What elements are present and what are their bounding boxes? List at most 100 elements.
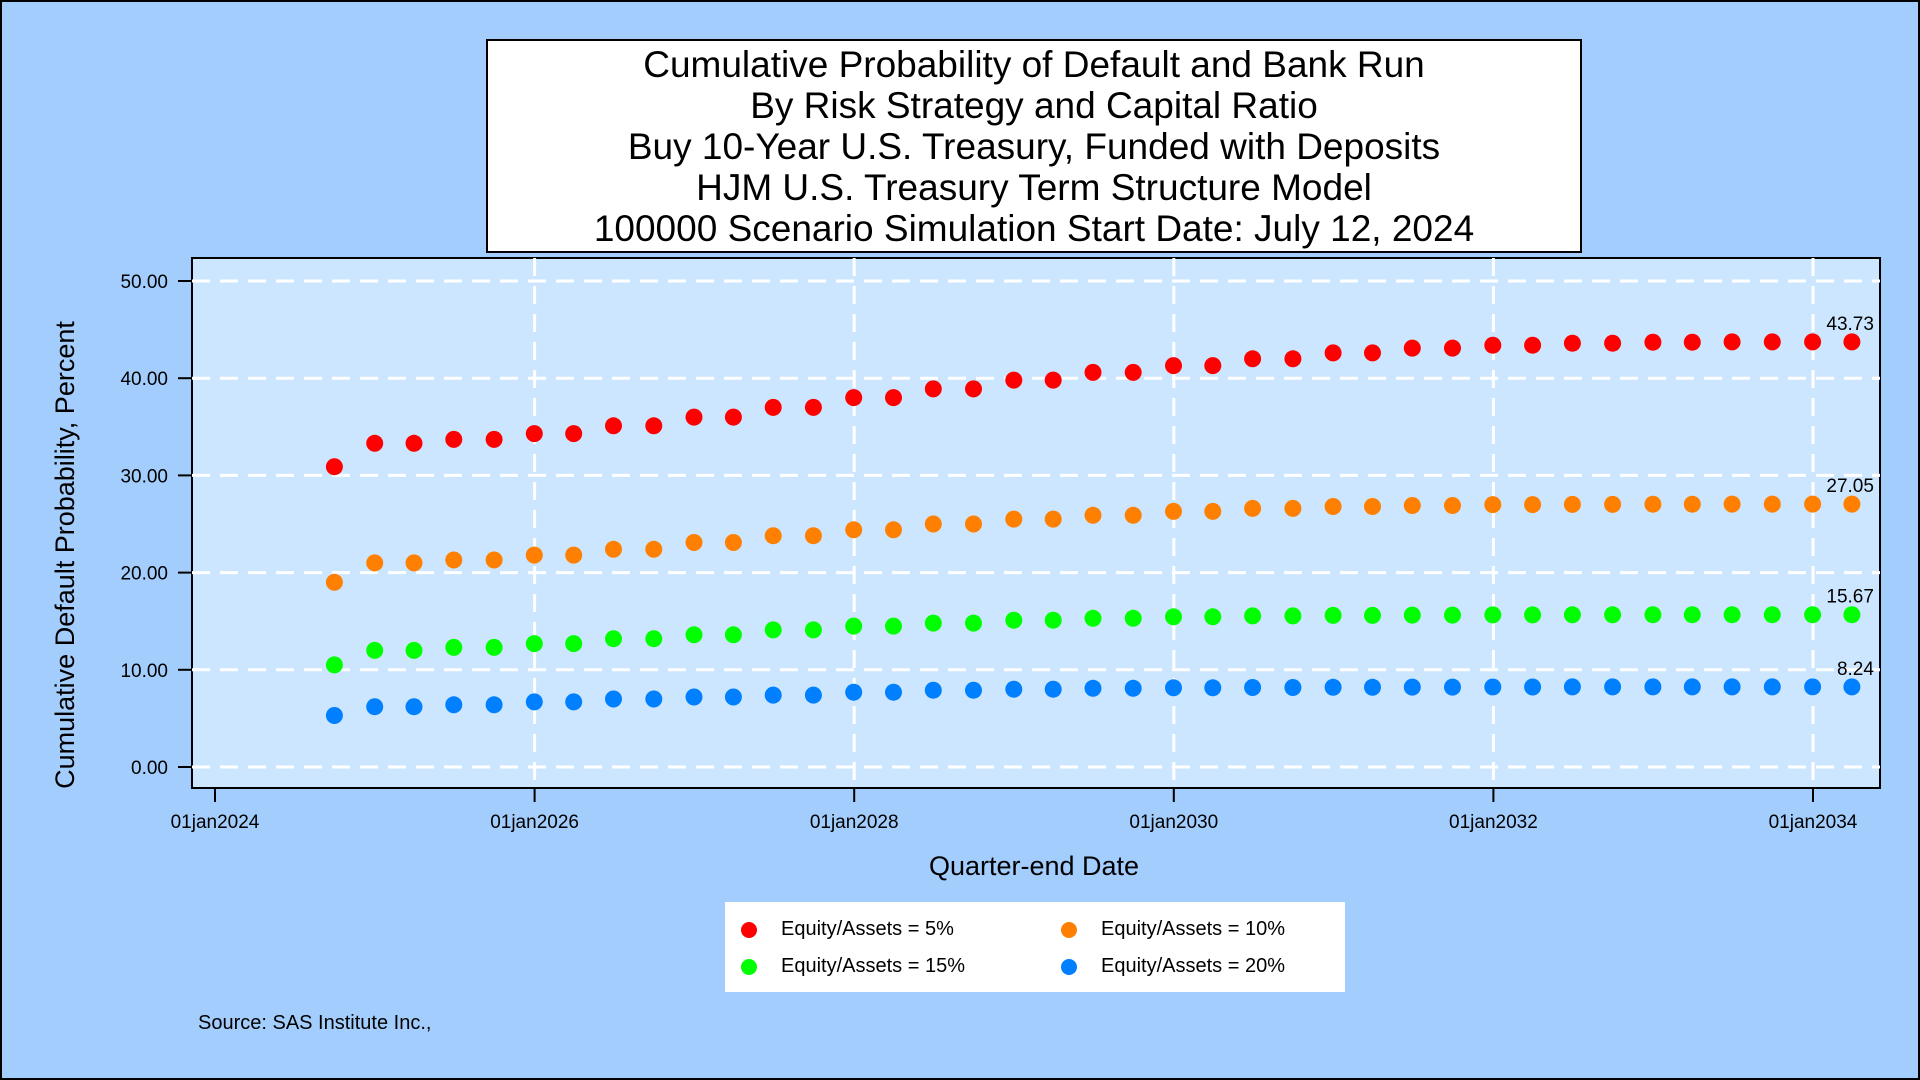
x-axis-label: Quarter-end Date: [929, 851, 1139, 881]
data-point: [1084, 679, 1102, 697]
legend-item-20pct: Equity/Assets = 20%: [1061, 955, 1285, 978]
y-tick-label: 10.00: [120, 661, 168, 682]
data-point: [1324, 498, 1342, 515]
data-point: [1723, 495, 1741, 513]
data-point: [1364, 606, 1381, 624]
data-point: [1204, 608, 1222, 626]
data-point: [1763, 606, 1781, 624]
y-tick-label: 50.00: [120, 272, 168, 293]
data-point: [1204, 502, 1222, 520]
data-point: [325, 458, 343, 476]
plot-area: [191, 257, 1881, 789]
data-point: [366, 641, 384, 659]
data-point: [1284, 607, 1302, 625]
data-point: [924, 614, 942, 632]
x-tick-label: 01jan2032: [1449, 812, 1538, 833]
x-tick-label: 01jan2026: [490, 812, 579, 833]
data-point: [605, 540, 622, 558]
end-value-label: 8.24: [1837, 659, 1874, 680]
data-point: [1124, 679, 1142, 697]
end-labels: 43.73 27.05 15.67 8.24: [1826, 314, 1874, 680]
data-points: [325, 333, 1861, 724]
data-point: [1604, 334, 1622, 352]
data-point: [1244, 499, 1262, 517]
x-tick-label: 01jan2024: [171, 812, 260, 833]
data-point: [724, 408, 742, 426]
data-point: [366, 698, 384, 716]
legend-label-15pct: Equity/Assets = 15%: [781, 955, 965, 977]
legend-item-10pct: Equity/Assets = 10%: [1061, 918, 1285, 941]
data-point: [1044, 611, 1062, 629]
data-point: [1124, 506, 1142, 524]
data-point: [1204, 679, 1222, 697]
data-point: [1644, 678, 1662, 696]
data-point: [1444, 678, 1461, 696]
data-point: [1444, 339, 1461, 357]
data-point: [924, 380, 942, 398]
data-point: [1165, 357, 1182, 375]
data-point: [1364, 344, 1381, 362]
series-2: [325, 606, 1861, 674]
title-line-1: Cumulative Probability of Default and Ba…: [643, 43, 1425, 85]
data-point: [1683, 606, 1701, 624]
data-point: [565, 635, 583, 653]
data-point: [1044, 510, 1062, 528]
data-point: [1843, 606, 1861, 624]
data-point: [685, 534, 703, 551]
legend: Equity/Assets = 5% Equity/Assets = 10% E…: [725, 902, 1345, 992]
data-point: [1165, 502, 1182, 520]
data-point: [1005, 611, 1023, 629]
data-point: [605, 690, 622, 708]
data-point: [366, 554, 384, 572]
data-point: [1444, 497, 1461, 514]
data-point: [1644, 606, 1662, 624]
data-point: [1284, 350, 1302, 368]
end-value-label: 27.05: [1826, 476, 1874, 497]
y-tick-label: 30.00: [120, 466, 168, 487]
data-point: [965, 380, 982, 398]
data-point: [605, 630, 622, 648]
title-line-3: Buy 10-Year U.S. Treasury, Funded with D…: [627, 125, 1441, 167]
data-point: [1124, 609, 1142, 627]
data-point: [565, 546, 583, 564]
legend-marker-15pct: [741, 958, 757, 975]
data-point: [1563, 606, 1581, 624]
legend-marker-20pct: [1061, 958, 1077, 975]
legend-label-5pct: Equity/Assets = 5%: [781, 918, 954, 940]
data-point: [764, 527, 782, 545]
data-point: [1284, 679, 1302, 696]
chart-title: Cumulative Probability of Default and Ba…: [486, 39, 1582, 253]
data-point: [1683, 333, 1701, 351]
data-point: [885, 683, 902, 701]
data-point: [1403, 678, 1421, 696]
series-3: [325, 678, 1861, 724]
data-point: [1165, 679, 1182, 697]
data-point: [1524, 336, 1542, 354]
y-axis-label: Cumulative Default Probability, Percent: [50, 321, 80, 789]
title-line-5: 100000 Scenario Simulation Start Date: J…: [593, 207, 1475, 249]
data-point: [1804, 678, 1822, 696]
data-point: [1244, 350, 1262, 368]
data-point: [1604, 495, 1622, 513]
data-point: [924, 681, 942, 699]
data-point: [845, 389, 863, 407]
legend-label-10pct: Equity/Assets = 10%: [1101, 918, 1285, 940]
data-point: [1204, 357, 1222, 375]
data-point: [845, 521, 863, 539]
y-tick-label: 0.00: [131, 758, 168, 779]
data-point: [1524, 496, 1542, 514]
data-point: [1364, 498, 1381, 515]
y-tick-label: 20.00: [120, 564, 168, 585]
data-point: [645, 540, 663, 558]
data-point: [1084, 609, 1102, 627]
data-point: [1284, 499, 1302, 517]
data-point: [325, 707, 343, 724]
data-point: [1403, 606, 1421, 624]
legend-item-5pct: Equity/Assets = 5%: [741, 918, 954, 941]
data-point: [685, 408, 703, 426]
data-point: [685, 688, 703, 706]
data-point: [445, 430, 463, 448]
data-point: [1005, 510, 1023, 528]
legend-label-20pct: Equity/Assets = 20%: [1101, 955, 1285, 977]
